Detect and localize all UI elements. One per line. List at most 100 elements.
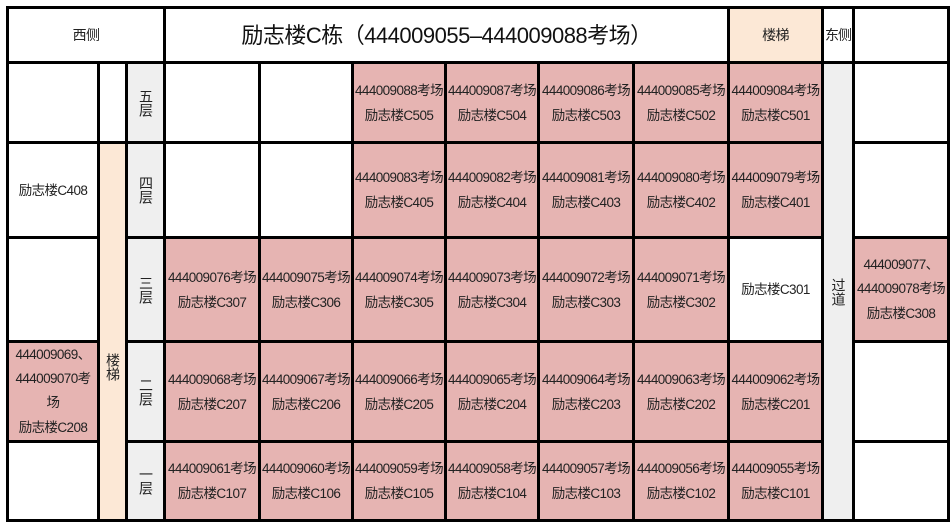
page-title: 励志楼C栋（444009055–444009088考场） — [163, 6, 730, 64]
stairs-header: 楼梯 — [727, 6, 824, 64]
room-name: 励志楼C404 — [457, 195, 527, 210]
stairs-cell — [97, 61, 128, 144]
room-cell: 444009076考场 励志楼C307 — [163, 236, 261, 343]
room-cell: 444009062考场 励志楼C201 — [727, 340, 824, 443]
room-name: 励志楼C106 — [271, 486, 341, 501]
exam-number: 444009077、444009078考场 — [857, 257, 946, 296]
room-cell: 444009060考场 励志楼C106 — [258, 440, 354, 522]
floor-row: 三层 444009076考场 励志楼C307 444009075考场 励志楼C306 44… — [6, 236, 950, 343]
exam-number: 444009055考场 — [731, 461, 820, 476]
room-cell: 444009085考场 励志楼C502 — [632, 61, 730, 144]
west-cell — [6, 61, 100, 144]
room-cell: 444009074考场 励志楼C305 — [351, 236, 447, 343]
room-name: 励志楼C104 — [457, 486, 527, 501]
room-name: 励志楼C107 — [177, 486, 247, 501]
exam-number: 444009082考场 — [448, 170, 536, 185]
floor-row: 励志楼C408 楼梯 四层 444009083考场 励志楼C405 444009082考场… — [6, 141, 950, 522]
exam-number: 444009087考场 — [448, 82, 536, 98]
exam-number: 444009076考场 — [168, 269, 257, 285]
east-side-header: 东侧 — [821, 6, 855, 64]
floor-label: 二层 — [125, 340, 166, 443]
exam-number: 444009072考场 — [542, 269, 631, 285]
floor-label: 三层 — [125, 236, 166, 343]
room-name: 励志楼C505 — [364, 107, 434, 123]
room-name: 励志楼C503 — [551, 107, 621, 123]
exam-number: 444009084考场 — [731, 82, 820, 98]
room-cell: 444009055考场 励志楼C101 — [727, 440, 824, 522]
exam-number: 444009074考场 — [355, 269, 443, 285]
room-name: 励志楼C301 — [741, 282, 810, 297]
exam-number: 444009071考场 — [637, 269, 726, 285]
exam-number: 444009061考场 — [168, 461, 257, 476]
floor-row: 五层 444009088考场 励志楼C505 444009087考场 励志楼C504 44… — [6, 61, 950, 522]
room-cell: 444009081考场 励志楼C403 — [537, 141, 635, 239]
room-cell: 444009086考场 励志楼C503 — [537, 61, 635, 144]
east-cell — [852, 141, 950, 239]
exam-number: 444009063考场 — [637, 371, 726, 387]
exam-number: 444009064考场 — [542, 371, 631, 387]
room-cell: 444009059考场 励志楼C105 — [351, 440, 447, 522]
room-name: 励志楼C303 — [551, 294, 621, 310]
room-cell — [163, 141, 261, 239]
room-cell: 444009064考场 励志楼C203 — [537, 340, 635, 443]
room-cell: 444009087考场 励志楼C504 — [444, 61, 540, 144]
exam-number: 444009059考场 — [355, 461, 443, 476]
floor-row: 一层 444009061考场 励志楼C107 444009060考场 励志楼C106 44… — [6, 440, 950, 522]
exam-number: 444009080考场 — [637, 170, 726, 185]
room-name: 励志楼C206 — [271, 396, 341, 412]
room-cell — [258, 61, 354, 144]
room-name: 励志楼C501 — [741, 107, 810, 123]
empty-header-cell — [852, 6, 950, 64]
room-name: 励志楼C308 — [866, 306, 936, 321]
west-cell: 444009069、444009070考场 励志楼C208 — [6, 340, 100, 443]
room-cell: 444009073考场 励志楼C304 — [444, 236, 540, 343]
exam-number: 444009058考场 — [448, 461, 536, 476]
room-name: 励志楼C401 — [741, 195, 810, 210]
exam-number: 444009057考场 — [542, 461, 631, 476]
room-cell: 444009066考场 励志楼C205 — [351, 340, 447, 443]
room-name: 励志楼C306 — [271, 294, 341, 310]
exam-number: 444009081考场 — [542, 170, 631, 185]
exam-number: 444009083考场 — [355, 170, 443, 185]
room-cell: 444009084考场 励志楼C501 — [727, 61, 824, 144]
room-cell: 444009088考场 励志楼C505 — [351, 61, 447, 144]
exam-number: 444009073考场 — [448, 269, 536, 285]
floor-label: 五层 — [125, 61, 166, 144]
room-cell: 444009058考场 励志楼C104 — [444, 440, 540, 522]
east-cell — [852, 340, 950, 443]
room-cell: 444009065考场 励志楼C204 — [444, 340, 540, 443]
corridor: 过道 — [821, 61, 855, 522]
east-cell — [852, 61, 950, 144]
exam-number: 444009068考场 — [168, 371, 257, 387]
room-cell: 444009068考场 励志楼C207 — [163, 340, 261, 443]
exam-number: 444009075考场 — [262, 269, 350, 285]
room-name: 励志楼C203 — [551, 396, 621, 412]
room-cell: 444009083考场 励志楼C405 — [351, 141, 447, 239]
room-name: 励志楼C408 — [18, 182, 88, 198]
room-name: 励志楼C204 — [457, 396, 527, 412]
room-cell: 444009067考场 励志楼C206 — [258, 340, 354, 443]
floor-label: 四层 — [125, 141, 166, 239]
room-name: 励志楼C402 — [646, 195, 716, 210]
west-cell: 励志楼C408 — [6, 141, 100, 239]
room-name: 励志楼C307 — [177, 294, 247, 310]
left-stairs: 楼梯 — [97, 141, 128, 522]
exam-number: 444009067考场 — [262, 371, 350, 387]
room-cell: 444009057考场 励志楼C103 — [537, 440, 635, 522]
room-name: 励志楼C102 — [646, 486, 716, 501]
room-cell — [163, 61, 261, 144]
room-name: 励志楼C305 — [364, 294, 434, 310]
room-name: 励志楼C105 — [364, 486, 434, 501]
exam-room-layout-table: 西侧 励志楼C栋（444009055–444009088考场） 楼梯 东侧 五层… — [6, 6, 950, 522]
room-cell: 444009061考场 励志楼C107 — [163, 440, 261, 522]
exam-number: 444009079考场 — [731, 170, 820, 185]
floor-label: 一层 — [125, 440, 166, 522]
exam-number: 444009066考场 — [355, 371, 443, 387]
room-name: 励志楼C202 — [646, 396, 716, 412]
exam-number: 444009060考场 — [262, 461, 350, 476]
exam-number: 444009065考场 — [448, 371, 536, 387]
room-name: 励志楼C201 — [741, 396, 810, 412]
room-cell: 444009072考场 励志楼C303 — [537, 236, 635, 343]
exam-number: 444009088考场 — [355, 82, 443, 98]
exam-number: 444009069、444009070考场 — [15, 347, 91, 410]
